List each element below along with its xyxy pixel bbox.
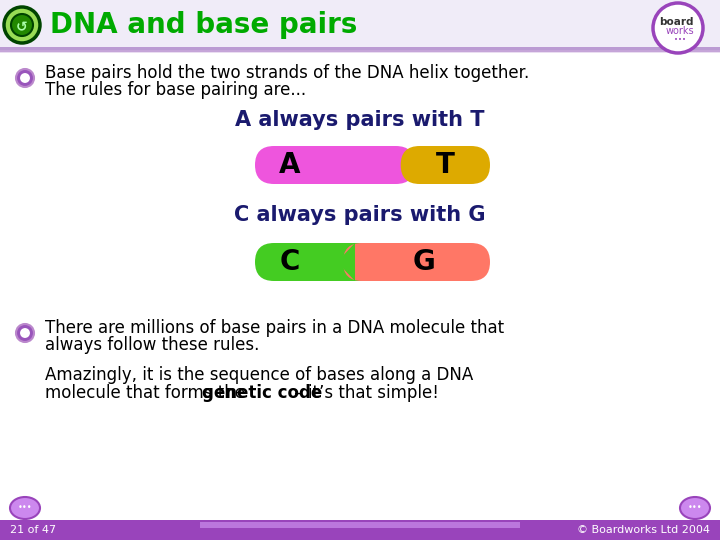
FancyBboxPatch shape [343,243,490,281]
Text: •••: ••• [674,37,686,43]
Bar [0,520,720,540]
Text: G: G [413,248,435,276]
Text: ↺: ↺ [16,20,28,34]
Text: C always pairs with G: C always pairs with G [234,205,486,225]
FancyBboxPatch shape [401,146,490,184]
Ellipse shape [10,497,40,519]
Text: Base pairs hold the two strands of the DNA helix together.: Base pairs hold the two strands of the D… [45,64,529,82]
Text: works: works [666,26,694,36]
Text: – it’s that simple!: – it’s that simple! [289,384,438,402]
Bar [200,522,520,528]
Bar [0,47,720,52]
Bar [0,0,720,50]
Circle shape [11,14,33,36]
Text: •••: ••• [18,503,32,511]
Text: genetic code: genetic code [202,384,323,402]
Text: A: A [279,151,301,179]
Circle shape [4,7,40,43]
Text: always follow these rules.: always follow these rules. [45,336,259,354]
Text: DNA and base pairs: DNA and base pairs [50,11,357,39]
Text: molecule that forms the: molecule that forms the [45,384,251,402]
Text: Amazingly, it is the sequence of bases along a DNA: Amazingly, it is the sequence of bases a… [45,366,473,384]
Text: A always pairs with T: A always pairs with T [235,110,485,130]
Ellipse shape [680,497,710,519]
Circle shape [16,324,34,342]
Text: board: board [659,17,693,27]
Text: © Boardworks Ltd 2004: © Boardworks Ltd 2004 [577,525,710,535]
Text: C: C [280,248,300,276]
Bar [0,50,720,53]
Text: •••: ••• [688,503,702,511]
Circle shape [653,3,703,53]
Circle shape [20,328,30,338]
Polygon shape [337,243,355,281]
Circle shape [20,73,30,83]
FancyBboxPatch shape [255,146,415,184]
Text: The rules for base pairing are...: The rules for base pairing are... [45,81,306,99]
Circle shape [16,69,34,87]
Text: There are millions of base pairs in a DNA molecule that: There are millions of base pairs in a DN… [45,319,504,337]
Text: 21 of 47: 21 of 47 [10,525,56,535]
Text: T: T [436,151,455,179]
FancyBboxPatch shape [255,243,377,281]
